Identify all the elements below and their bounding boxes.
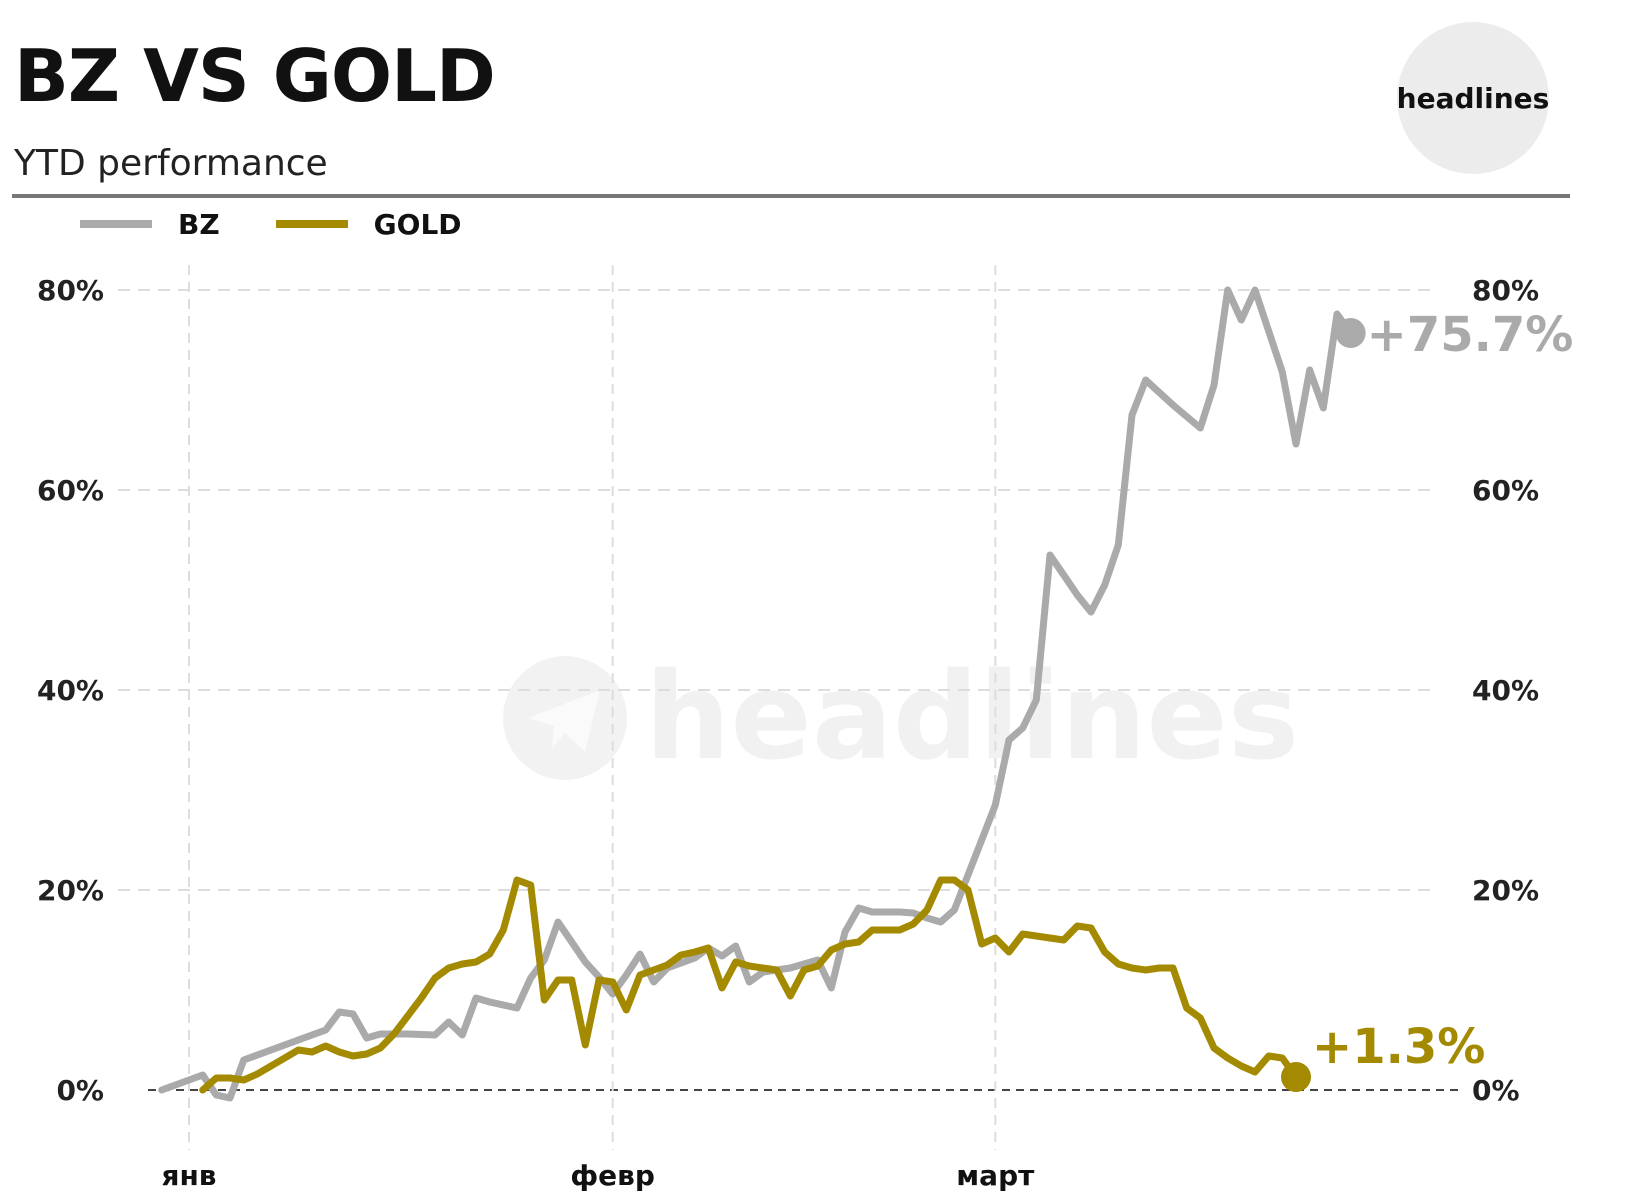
watermark-text: headlines: [645, 648, 1299, 787]
watermark: headlines: [503, 648, 1299, 787]
logo-text: headlines: [1396, 81, 1550, 115]
end-label-gold: +1.3%: [1312, 1019, 1485, 1075]
x-tick-label: янв: [161, 1159, 216, 1192]
telegram-plane-icon: [528, 690, 600, 752]
x-tick-label: март: [956, 1159, 1035, 1192]
y-tick-label-right: 20%: [1472, 874, 1539, 907]
legend-label-bz: BZ: [178, 207, 220, 241]
chart-subtitle: YTD performance: [14, 143, 328, 184]
series-line-bz: [158, 286, 1355, 1102]
y-tick-label-right: 80%: [1472, 274, 1539, 307]
legend-item-gold: GOLD: [275, 207, 462, 241]
end-labels: +75.7% +1.3%: [1312, 307, 1573, 1075]
series-line-gold: [199, 876, 1300, 1094]
header-divider: [12, 194, 1570, 198]
end-label-bz: +75.7%: [1367, 307, 1574, 363]
x-tick-label: февр: [570, 1159, 655, 1192]
series: [158, 286, 1366, 1102]
chart-legend: BZ GOLD: [80, 206, 518, 242]
headlines-logo: headlines: [1397, 22, 1549, 174]
y-tick-label-left: 0%: [56, 1074, 104, 1107]
legend-swatch-gold: [275, 220, 348, 228]
legend-item-bz: BZ: [80, 208, 220, 241]
y-tick-label-right: 40%: [1472, 674, 1539, 707]
y-tick-label-right: 60%: [1472, 474, 1539, 507]
grid: [118, 265, 1460, 1150]
end-marker-bz: [1335, 318, 1366, 348]
chart-title: BZ VS GOLD: [14, 34, 496, 118]
y-tick-label-left: 60%: [37, 474, 104, 507]
end-marker-gold: [1281, 1062, 1311, 1092]
y-tick-label-right: 0%: [1472, 1074, 1520, 1107]
axes: 0% 0% 20% 20% 40% 40% 60% 60% 80% 80% янв февр март: [37, 274, 1539, 1192]
legend-swatch-bz: [80, 220, 152, 228]
legend-label-gold: GOLD: [373, 207, 462, 241]
y-tick-label-left: 20%: [37, 874, 104, 907]
y-tick-label-left: 80%: [37, 274, 104, 307]
y-tick-label-left: 40%: [37, 674, 104, 707]
